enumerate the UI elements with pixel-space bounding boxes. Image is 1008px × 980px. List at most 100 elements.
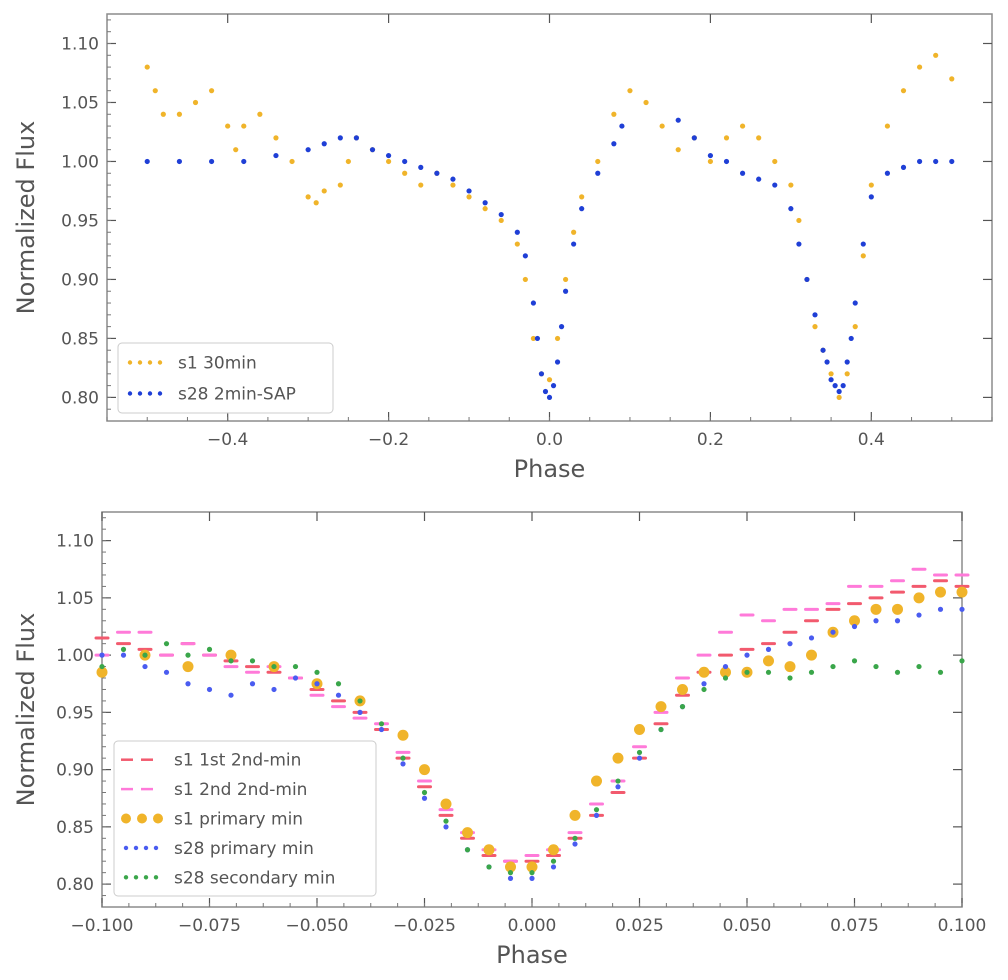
data-point — [498, 217, 504, 224]
data-point — [337, 182, 343, 188]
data-point — [900, 164, 907, 170]
data-point — [913, 592, 925, 604]
legend-marker-dot — [137, 391, 143, 396]
data-point — [534, 335, 541, 342]
legend-marker-dot — [153, 813, 163, 824]
data-point — [271, 663, 277, 670]
legend-marker-dot — [133, 875, 139, 880]
data-point — [378, 721, 385, 727]
data-point — [844, 359, 850, 365]
data-point — [937, 669, 944, 675]
legend-marker-dot — [137, 360, 143, 365]
legend-marker-dot — [153, 875, 159, 880]
y-tick-label: 1.00 — [56, 646, 94, 666]
data-point — [466, 194, 472, 200]
data-point — [228, 658, 234, 664]
legend-marker-s28-secondary-min — [123, 875, 159, 880]
x-axis-title: Phase — [496, 941, 568, 969]
data-point — [701, 686, 707, 693]
data-point — [572, 841, 578, 847]
data-point — [579, 194, 585, 200]
data-point — [860, 241, 866, 247]
data-point — [658, 726, 664, 733]
data-point — [830, 663, 836, 670]
data-point — [228, 692, 234, 698]
legend-label: s28 secondary min — [174, 868, 335, 888]
data-point — [894, 618, 901, 624]
data-point — [707, 152, 714, 159]
data-point — [820, 347, 826, 353]
data-point — [787, 641, 793, 647]
data-point — [142, 652, 148, 658]
data-point — [208, 158, 215, 165]
data-point — [241, 123, 247, 129]
data-point — [828, 377, 834, 383]
data-point — [321, 141, 327, 147]
data-point — [385, 158, 392, 165]
data-point — [804, 276, 810, 283]
data-point — [562, 288, 569, 294]
data-point — [611, 141, 617, 147]
data-point — [443, 824, 449, 830]
data-point — [163, 669, 170, 675]
data-point — [464, 847, 471, 853]
data-point — [514, 229, 520, 235]
data-point — [772, 182, 778, 188]
data-point — [273, 135, 279, 141]
data-point — [959, 606, 965, 612]
series-s1-primary-min — [96, 586, 968, 873]
legend-box — [117, 342, 334, 414]
data-point — [593, 807, 600, 813]
legend-marker-dot — [123, 845, 129, 851]
data-point — [739, 170, 746, 176]
y-tick-label: 0.85 — [61, 329, 99, 349]
series-s28-2min-sap — [144, 117, 955, 401]
data-point — [289, 158, 295, 165]
data-point — [421, 795, 428, 801]
data-point — [636, 755, 643, 761]
data-point — [550, 383, 557, 389]
data-point — [796, 217, 802, 224]
data-point — [182, 661, 194, 673]
data-point — [120, 652, 127, 658]
data-point — [402, 170, 408, 176]
x-tick-label: −0.025 — [393, 916, 456, 936]
data-point — [529, 870, 535, 876]
data-point — [756, 176, 762, 182]
y-tick-label: 0.90 — [61, 270, 99, 290]
data-point — [546, 377, 553, 383]
data-point — [916, 612, 922, 618]
data-point — [744, 669, 750, 675]
y-tick-label: 1.10 — [61, 34, 99, 54]
data-point — [160, 111, 166, 117]
data-point — [723, 158, 730, 165]
data-point — [744, 652, 750, 658]
data-point — [554, 359, 561, 365]
data-point — [120, 646, 127, 652]
data-point — [542, 388, 549, 395]
y-tick-label: 1.05 — [56, 589, 94, 609]
data-point — [206, 686, 213, 693]
data-point — [483, 844, 495, 856]
legend-marker-s28-2min-sap — [127, 391, 163, 396]
data-point — [591, 775, 602, 787]
data-point — [612, 752, 624, 764]
data-point — [937, 606, 944, 612]
data-point — [249, 681, 256, 687]
data-point — [257, 111, 263, 117]
data-point — [233, 147, 239, 153]
data-point — [142, 663, 148, 670]
series-s28-primary-min — [99, 606, 965, 881]
data-point — [522, 276, 528, 283]
data-point — [634, 724, 645, 736]
data-point — [840, 383, 846, 389]
legend-marker-dot — [121, 813, 131, 824]
data-point — [99, 663, 105, 670]
data-point — [844, 371, 850, 377]
data-point — [443, 818, 449, 824]
data-point — [784, 661, 796, 673]
data-point — [550, 858, 557, 864]
data-point — [691, 135, 697, 141]
data-point — [558, 324, 565, 330]
